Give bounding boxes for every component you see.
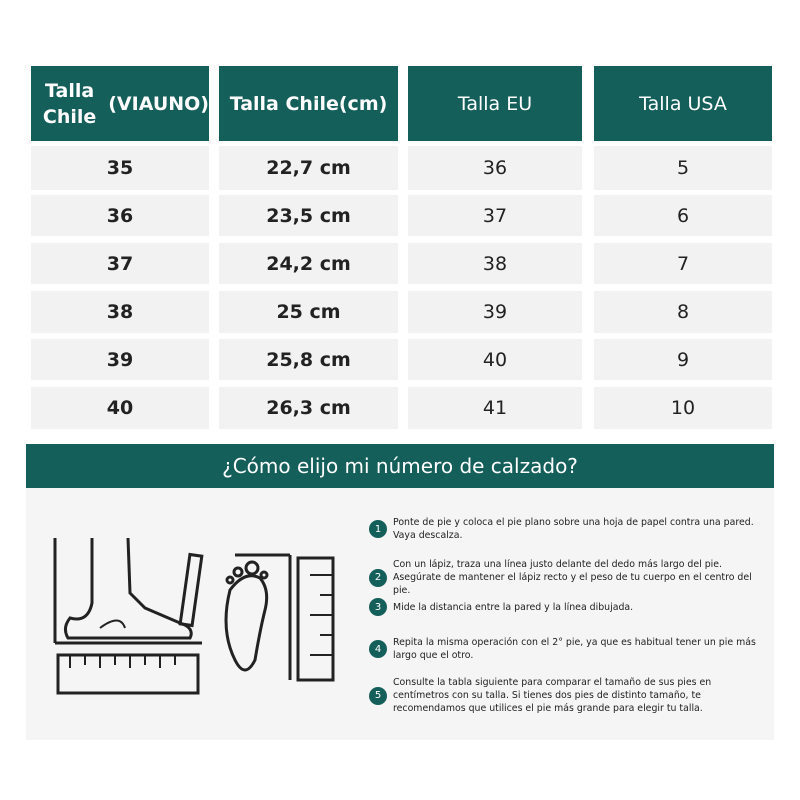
table-cell: 39 — [408, 291, 582, 333]
table-cell: 6 — [594, 195, 772, 236]
table-cell: 25,8 cm — [219, 339, 398, 380]
step-number-badge: 2 — [369, 568, 387, 587]
table-cell: 36 — [31, 195, 209, 236]
table-cell: 25 cm — [219, 291, 398, 333]
table-cell: 38 — [31, 291, 209, 333]
table-cell: 38 — [408, 243, 582, 284]
step-number-badge: 3 — [369, 598, 387, 616]
table-cell: 36 — [408, 146, 582, 190]
step-number-badge: 5 — [369, 686, 387, 705]
step-text: Consulte la tabla siguiente para compara… — [393, 677, 712, 714]
table-cell: 7 — [594, 243, 772, 284]
header-line: Talla EU — [457, 92, 533, 115]
column-header: Talla Chile (VIAUNO) — [31, 66, 209, 141]
header-line: (cm) — [338, 92, 388, 115]
table-cell: 39 — [31, 339, 209, 380]
step-text: Con un lápiz, traza una línea justo dela… — [393, 559, 752, 596]
table-cell: 41 — [408, 387, 582, 429]
step-item: 5 Consulte la tabla siguiente para compar… — [369, 676, 769, 715]
table-cell: 9 — [594, 339, 772, 380]
header-line: (VIAUNO) — [108, 92, 209, 115]
guide-title: ¿Cómo elijo mi número de calzado? — [26, 444, 774, 488]
step-item: 3 Mide la distancia entre la pared y la l… — [369, 598, 769, 616]
step-item: 2 Con un lápiz, traza una línea justo del… — [369, 558, 769, 597]
table-cell: 37 — [408, 195, 582, 236]
table-cell: 10 — [594, 387, 772, 429]
header-line: Talla USA — [639, 92, 727, 115]
step-item: 4 Repita la misma operación con el 2° pie… — [369, 636, 769, 662]
step-number-badge: 1 — [369, 520, 387, 538]
table-cell: 23,5 cm — [219, 195, 398, 236]
header-line: Talla Chile — [229, 92, 339, 115]
table-cell: 24,2 cm — [219, 243, 398, 284]
column-header: Talla EU — [408, 66, 582, 141]
table-cell: 22,7 cm — [219, 146, 398, 190]
step-text: Repita la misma operación con el 2° pie,… — [393, 637, 756, 661]
step-text: Ponte de pie y coloca el pie plano sobre… — [393, 517, 754, 541]
table-cell: 37 — [31, 243, 209, 284]
table-cell: 5 — [594, 146, 772, 190]
table-cell: 8 — [594, 291, 772, 333]
step-text: Mide la distancia entre la pared y la lí… — [393, 601, 634, 613]
table-cell: 40 — [408, 339, 582, 380]
column-header: Talla USA — [594, 66, 772, 141]
column-header: Talla Chile (cm) — [219, 66, 398, 141]
foot-sole-ruler-illustration — [224, 553, 335, 682]
table-cell: 40 — [31, 387, 209, 429]
guide-panel: 1 Ponte de pie y coloca el pie plano sobr… — [26, 488, 774, 740]
table-cell: 26,3 cm — [219, 387, 398, 429]
header-line: Talla Chile — [42, 79, 97, 128]
step-item: 1 Ponte de pie y coloca el pie plano sobr… — [369, 516, 769, 542]
foot-side-measure-illustration — [53, 537, 204, 695]
table-cell: 35 — [31, 146, 209, 190]
step-number-badge: 4 — [369, 640, 387, 658]
